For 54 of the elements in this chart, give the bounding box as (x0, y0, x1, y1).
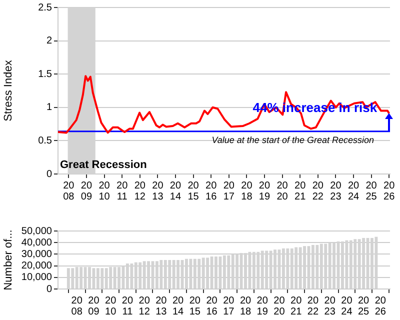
x-tick-label: 20 26 (374, 295, 386, 318)
y-tick-label: 30,000 (21, 248, 52, 260)
x-tick-label: 20 19 (258, 180, 270, 202)
x-tick-label: 20 14 (172, 295, 184, 318)
x-tick-label: 20 23 (330, 180, 342, 202)
x-tick-label: 20 09 (88, 295, 100, 318)
x-tick-label: 20 12 (138, 295, 150, 318)
x-tick-label: 20 21 (290, 295, 302, 318)
x-tick-label: 20 17 (223, 295, 235, 318)
band-label: Great Recession (60, 159, 148, 172)
x-tick-label: 20 22 (307, 295, 319, 318)
y-tick-label: 10,000 (21, 272, 52, 284)
x-tick-label: 20 24 (348, 180, 360, 202)
x-tick-label: 20 13 (152, 180, 164, 202)
x-tick-label: 20 23 (324, 295, 336, 318)
x-tick-label: 20 24 (341, 295, 353, 318)
ref-line-label: Value at the start of the Great Recession (212, 134, 374, 145)
x-tick-label: 20 15 (189, 295, 201, 318)
y-tick-label: 0 (46, 168, 52, 180)
x-tick-label: 20 15 (188, 180, 200, 202)
x-tick-label: 20 16 (206, 295, 218, 318)
y-tick-label: 0 (46, 284, 52, 295)
x-tick-label: 20 08 (63, 180, 75, 202)
x-tick-label: 20 25 (358, 295, 370, 318)
x-tick-label: 20 18 (240, 295, 252, 318)
x-tick-label: 20 12 (134, 180, 146, 202)
x-tick-label: 20 16 (206, 180, 218, 202)
x-tick-label: 20 20 (276, 180, 288, 202)
x-tick-label: 20 21 (294, 180, 306, 202)
y-tick-label: 20,000 (21, 260, 52, 272)
x-tick-label: 20 22 (312, 180, 324, 202)
x-tick-label: 20 08 (71, 295, 83, 318)
y-axis-title: Number of... (2, 230, 15, 290)
y-tick-label: 2 (46, 36, 52, 47)
y-tick-label: 1 (46, 102, 52, 114)
x-tick-label: 20 26 (384, 180, 396, 202)
y-tick-label: 50,000 (21, 226, 52, 237)
y-tick-label: 40,000 (21, 237, 52, 248)
x-tick-label: 20 17 (223, 180, 235, 202)
x-tick-label: 20 13 (156, 295, 168, 318)
x-tick-label: 20 09 (80, 180, 92, 202)
x-tick-label: 20 10 (98, 180, 110, 202)
x-tick-label: 20 11 (116, 180, 128, 202)
y-tick-label: 0.5 (38, 135, 52, 146)
x-tick-label: 20 20 (274, 295, 286, 318)
x-tick-label: 20 14 (170, 180, 182, 202)
y-tick-label: 1.5 (38, 68, 52, 80)
x-tick-label: 20 18 (241, 180, 253, 202)
y-axis-title: Stress Index (2, 60, 15, 122)
x-tick-label: 20 11 (122, 295, 134, 318)
x-tick-label: 20 25 (366, 180, 378, 202)
x-tick-label: 20 19 (256, 295, 268, 318)
y-tick-label: 2.5 (38, 2, 52, 14)
x-tick-label: 20 10 (105, 295, 117, 318)
